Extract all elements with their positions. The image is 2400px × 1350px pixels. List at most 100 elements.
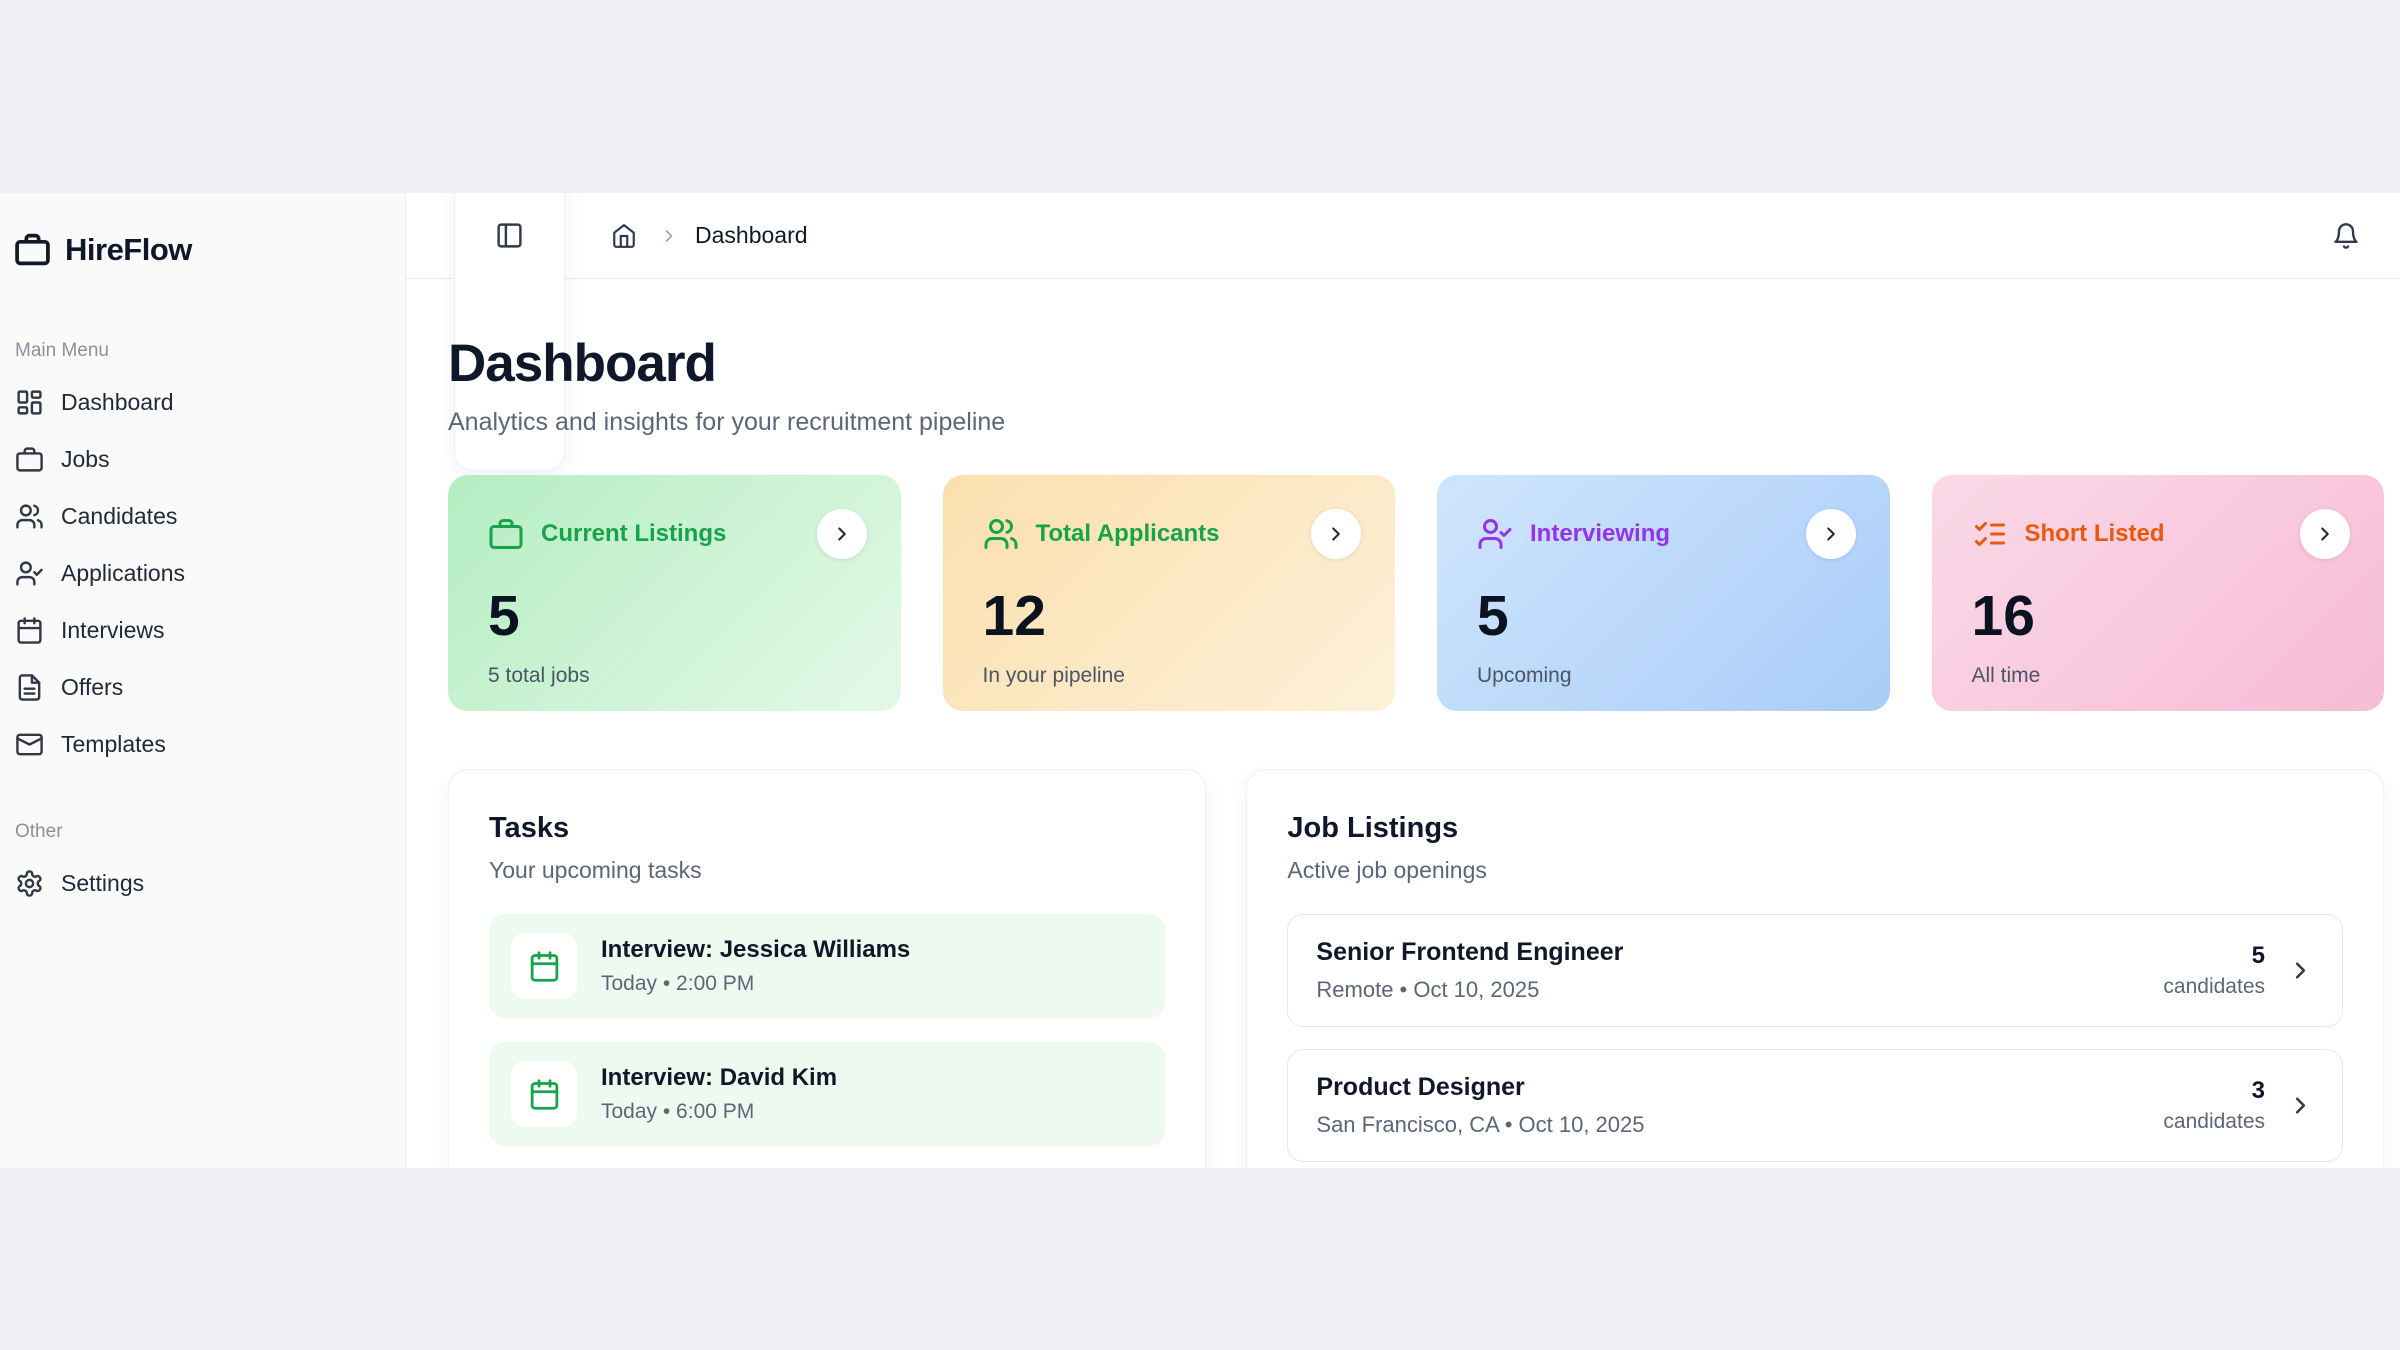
app-window: HireFlow Main Menu Dashboard Jobs Candid… — [0, 193, 2400, 1168]
home-icon — [613, 223, 635, 248]
stat-card-arrow-button[interactable] — [816, 509, 867, 559]
chevron-right-icon — [1332, 527, 1340, 541]
job-listing-item[interactable]: Senior Frontend Engineer Remote • Oct 10… — [1287, 914, 2343, 1027]
sidebar-item-jobs[interactable]: Jobs — [12, 431, 385, 488]
job-candidate-count: 3 — [2251, 1077, 2265, 1104]
task-item[interactable]: Interview: Jessica Williams Today • 2:00… — [489, 914, 1166, 1018]
sidebar-item-label: Candidates — [61, 503, 178, 529]
sidebar-item-label: Dashboard — [61, 389, 174, 415]
sidebar-item-candidates[interactable]: Candidates — [12, 488, 385, 545]
page-title: Dashboard — [448, 334, 717, 393]
stat-label: Current Listings — [541, 520, 727, 547]
stat-subtext: In your pipeline — [982, 664, 1125, 687]
task-list: Interview: Jessica Williams Today • 2:00… — [489, 914, 1166, 1146]
job-list: Senior Frontend Engineer Remote • Oct 10… — [1287, 914, 2343, 1162]
task-title: Interview: David Kim — [601, 1064, 838, 1091]
document-icon — [18, 674, 41, 701]
job-listings-card: Job Listings Active job openings Senior … — [1246, 769, 2384, 1168]
task-title: Interview: Jessica Williams — [601, 936, 911, 963]
stat-value: 16 — [1971, 584, 2035, 648]
chevron-right-icon — [837, 527, 846, 541]
sidebar-item-interviews[interactable]: Interviews — [12, 602, 385, 659]
stat-value: 5 — [488, 584, 520, 648]
job-candidate-count: 5 — [2251, 942, 2265, 969]
page-subtitle: Analytics and insights for your recruitm… — [448, 408, 1006, 436]
sidebar-item-label: Interviews — [61, 617, 165, 643]
breadcrumb-current: Dashboard — [695, 222, 808, 248]
job-title: Product Designer — [1316, 1073, 1525, 1101]
sidebar-item-label: Offers — [61, 674, 124, 700]
calendar-icon — [511, 1061, 577, 1127]
sidebar-item-dashboard[interactable]: Dashboard — [12, 374, 385, 431]
stat-label: Total Applicants — [1035, 520, 1220, 547]
mail-icon — [16, 733, 43, 756]
task-time: Today • 6:00 PM — [601, 1100, 755, 1123]
chevron-right-icon — [1826, 527, 1835, 541]
job-listing-item[interactable]: Product Designer San Francisco, CA • Oct… — [1287, 1049, 2343, 1162]
stat-subtext: 5 total jobs — [488, 664, 590, 687]
main-area: Dashboard Dashboard Analytics and insigh… — [406, 193, 2400, 1168]
sidebar: HireFlow Main Menu Dashboard Jobs Candid… — [0, 193, 406, 1168]
notifications-button[interactable] — [2326, 216, 2366, 256]
sidebar-item-settings[interactable]: Settings — [12, 855, 385, 912]
chevron-right-icon — [2287, 1092, 2314, 1119]
breadcrumb-separator-icon — [659, 226, 679, 246]
sidebar-item-label: Jobs — [61, 446, 110, 472]
dashboard-grid-icon — [17, 390, 42, 415]
checklist-icon — [1974, 522, 2005, 546]
sidebar-item-templates[interactable]: Templates — [12, 716, 385, 773]
bell-icon — [2334, 222, 2358, 249]
stats-row: Current Listings 5 5 total jobs Total Ap… — [448, 475, 2384, 711]
calendar-icon — [511, 933, 577, 999]
users-icon — [16, 504, 43, 529]
stat-value: 12 — [982, 584, 1046, 648]
sidebar-item-applications[interactable]: Applications — [12, 545, 385, 602]
stat-subtext: All time — [1971, 664, 2041, 687]
breadcrumb-bar: Dashboard — [406, 193, 2400, 471]
stat-card-current-listings[interactable]: Current Listings 5 5 total jobs — [448, 475, 901, 711]
stat-card-total-applicants[interactable]: Total Applicants 12 In your pipeline — [942, 475, 1395, 711]
stat-card-arrow-button[interactable] — [2300, 509, 2350, 559]
briefcase-logo-icon — [15, 233, 50, 266]
calendar-icon — [17, 617, 42, 644]
stat-label: Short Listed — [2024, 520, 2165, 547]
user-check-icon — [16, 561, 43, 586]
stat-subtext: Upcoming — [1477, 664, 1572, 687]
job-title: Senior Frontend Engineer — [1316, 938, 1624, 966]
briefcase-icon — [16, 447, 43, 472]
sidebar-item-label: Applications — [61, 560, 186, 586]
job-meta: Remote • Oct 10, 2025 — [1316, 977, 1540, 1002]
sidebar-toggle-button[interactable] — [454, 193, 565, 471]
user-check-icon — [1478, 519, 1512, 549]
home-button[interactable] — [605, 217, 643, 255]
stat-value: 5 — [1477, 584, 1509, 648]
chevron-right-icon — [2287, 957, 2314, 984]
users-icon — [984, 519, 1017, 549]
stat-label: Interviewing — [1530, 520, 1671, 547]
bottom-row: Tasks Your upcoming tasks Interview: Jes… — [448, 769, 2384, 1168]
job-candidate-count-label: candidates — [2163, 975, 2265, 998]
job-listings-subtitle: Active job openings — [1287, 857, 1487, 883]
briefcase-icon — [489, 519, 523, 549]
task-item[interactable]: Interview: David Kim Today • 6:00 PM — [489, 1042, 1166, 1146]
chevron-right-icon — [2321, 527, 2329, 541]
stat-card-short-listed[interactable]: Short Listed 16 All time — [1931, 475, 2384, 711]
job-candidate-count-label: candidates — [2163, 1110, 2265, 1133]
gear-icon — [17, 870, 42, 897]
sidebar-section-main-menu: Main Menu — [15, 340, 109, 361]
job-meta: San Francisco, CA • Oct 10, 2025 — [1316, 1112, 1645, 1137]
sidebar-item-label: Templates — [61, 731, 166, 757]
brand-name: HireFlow — [65, 231, 192, 267]
sidebar-item-offers[interactable]: Offers — [12, 659, 385, 716]
sidebar-item-label: Settings — [61, 870, 145, 896]
stat-card-arrow-button[interactable] — [1805, 509, 1856, 559]
task-time: Today • 2:00 PM — [601, 972, 755, 995]
panel-left-icon — [497, 223, 522, 248]
tasks-title: Tasks — [489, 812, 570, 844]
stat-card-interviewing[interactable]: Interviewing 5 Upcoming — [1437, 475, 1890, 711]
sidebar-section-other: Other — [15, 821, 63, 842]
tasks-subtitle: Your upcoming tasks — [489, 857, 702, 883]
stat-card-arrow-button[interactable] — [1311, 509, 1361, 559]
job-listings-title: Job Listings — [1287, 812, 1459, 844]
brand-logo[interactable]: HireFlow — [12, 231, 385, 268]
